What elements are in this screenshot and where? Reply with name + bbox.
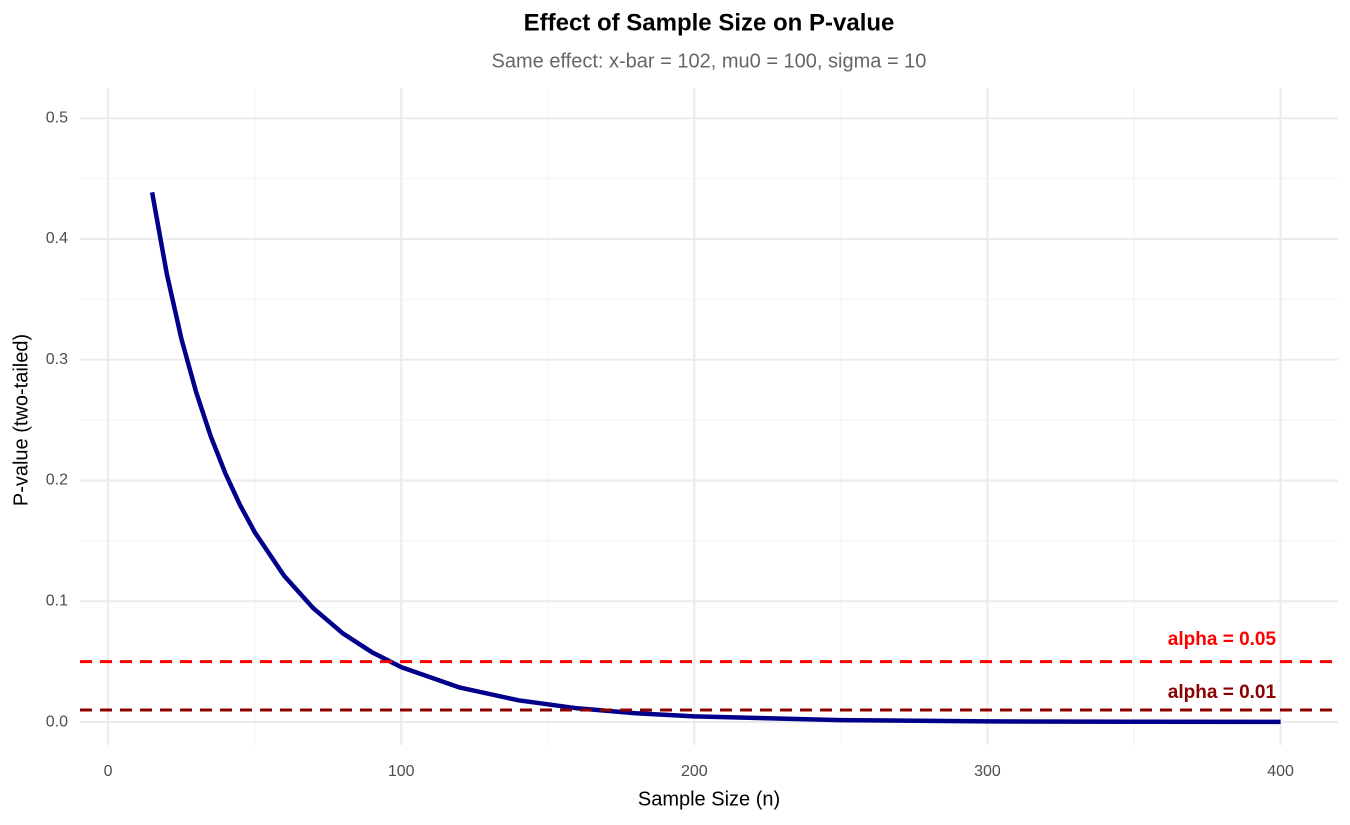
x-tick-label: 100 <box>388 763 415 780</box>
y-tick-label: 0.3 <box>46 351 68 368</box>
annotation: alpha = 0.05 <box>1168 629 1277 650</box>
x-tick-label: 400 <box>1267 763 1294 780</box>
y-tick-label: 0.1 <box>46 593 68 610</box>
y-tick-label: 0.4 <box>46 230 68 247</box>
x-axis-label: Sample Size (n) <box>638 788 780 810</box>
chart-title: Effect of Sample Size on P-value <box>524 9 895 36</box>
x-tick-label: 200 <box>681 763 708 780</box>
y-axis-label: P-value (two-tailed) <box>10 334 32 506</box>
y-tick-label: 0.2 <box>46 472 68 489</box>
y-tick-label: 0.0 <box>46 713 68 730</box>
annotation: alpha = 0.01 <box>1168 682 1277 703</box>
y-tick-label: 0.5 <box>46 109 68 126</box>
data-line <box>149 191 1281 725</box>
chart-subtitle: Same effect: x-bar = 102, mu0 = 100, sig… <box>492 50 927 72</box>
x-tick-label: 300 <box>974 763 1001 780</box>
x-tick-label: 0 <box>104 763 113 780</box>
